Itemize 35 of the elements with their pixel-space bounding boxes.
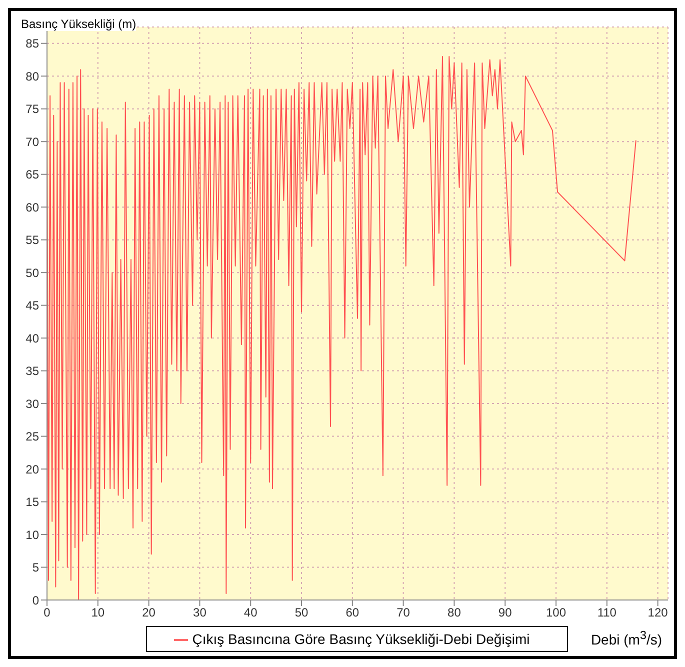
line-series [47,56,636,600]
y-tick-label: 45 [26,298,40,313]
y-axis-title: Basınç Yüksekliği (m) [21,17,136,31]
x-axis-title: Debi (m$^{3}$/s) [590,629,662,648]
y-tick-label: 0 [32,593,40,608]
y-tick-label: 20 [26,462,40,476]
y-tick-label: 60 [26,200,40,214]
x-tick-label: 50 [294,606,308,620]
x-tick-label: 80 [448,606,462,620]
x-tick-label: 90 [498,606,512,620]
x-tick-label: 60 [346,606,360,620]
y-tick-label: 70 [26,134,40,149]
x-tick-label: 110 [597,606,617,620]
legend-label: Çıkış Basıncına Göre Basınç Yüksekliği-Debi Değişimi [192,631,530,647]
y-tick-label: 10 [26,528,40,542]
y-tick-label: 25 [26,430,40,444]
x-tick-label: 10 [91,606,105,620]
x-tick-label: 0 [44,606,51,620]
x-tick-label: 120 [648,606,668,620]
x-tick-label: 30 [193,606,207,620]
y-tick-label: 50 [26,266,40,280]
y-tick-label: 5 [32,560,40,575]
y-tick-label: 30 [26,396,40,411]
x-tick-label: 40 [244,606,258,620]
x-tick-label: 20 [142,606,156,620]
x-tick-label: 100 [546,606,566,620]
y-tick-label: 35 [26,364,40,378]
y-tick-label: 40 [26,331,40,346]
y-tick-label: 85 [26,36,40,51]
y-tick-label: 80 [26,69,40,84]
y-tick-label: 65 [26,168,40,182]
y-tick-label: 75 [26,102,40,116]
x-tick-label: 70 [396,606,410,620]
y-tick-label: 55 [26,233,40,248]
y-tick-label: 15 [26,495,40,510]
